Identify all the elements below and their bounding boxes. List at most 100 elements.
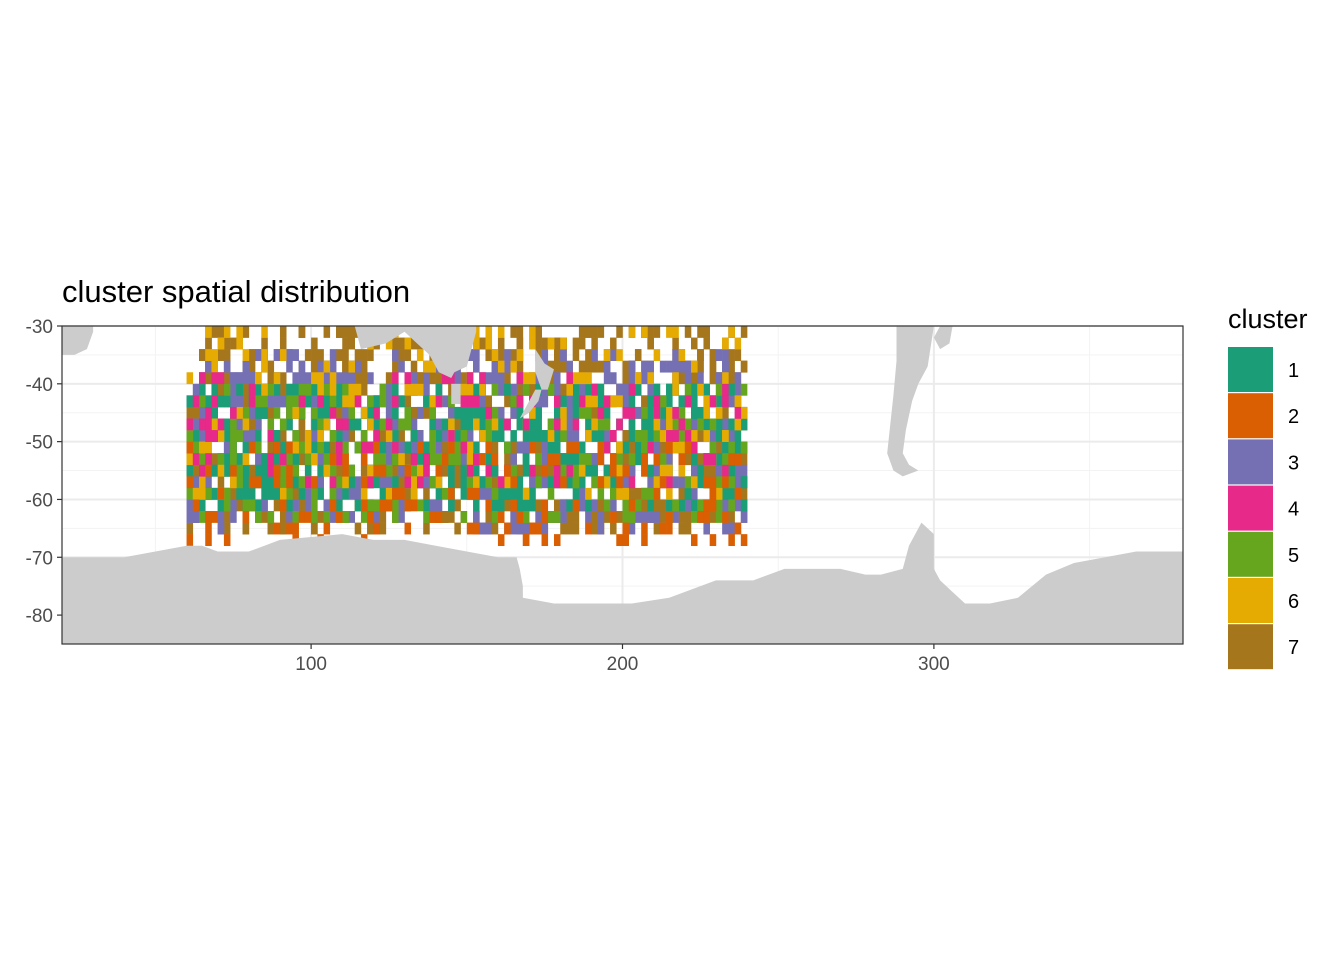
cluster-cell-7 [709, 511, 717, 523]
cluster-cell-5 [728, 441, 735, 454]
cluster-cell-3 [248, 372, 256, 385]
cluster-cell-1 [398, 395, 405, 408]
cluster-cell-1 [522, 464, 530, 477]
y-tick-label: -50 [26, 433, 53, 454]
cluster-cell-5 [585, 406, 592, 419]
cluster-cell-2 [404, 499, 412, 512]
cluster-cell-3 [286, 360, 293, 373]
cluster-cell-3 [622, 395, 630, 408]
cluster-cell-4 [441, 372, 449, 385]
cluster-cell-5 [715, 383, 723, 396]
cluster-cell-4 [423, 453, 430, 466]
cluster-cell-2 [666, 441, 673, 454]
cluster-cell-2 [273, 464, 281, 477]
cluster-cell-1 [273, 453, 281, 466]
cluster-cell-1 [522, 499, 530, 512]
cluster-cell-7 [659, 441, 667, 454]
legend-key-5 [1228, 531, 1273, 577]
cluster-cell-1 [659, 406, 667, 419]
cluster-cell-1 [261, 476, 268, 489]
cluster-cell-7 [348, 337, 356, 350]
cluster-cell-4 [504, 418, 511, 431]
cluster-cell-3 [659, 418, 667, 431]
cluster-cell-1 [460, 476, 468, 489]
cluster-cell-3 [186, 511, 194, 523]
cluster-cell-4 [192, 395, 200, 408]
cluster-cell-6 [522, 487, 530, 500]
cluster-cell-1 [392, 383, 399, 396]
cluster-cell-2 [373, 522, 380, 535]
land-polygon [62, 326, 94, 355]
cluster-cell-5 [360, 511, 368, 523]
cluster-cell-5 [286, 487, 293, 500]
cluster-cell-1 [691, 499, 698, 512]
cluster-cell-3 [722, 522, 729, 535]
cluster-cell-7 [672, 337, 679, 350]
cluster-cell-7 [597, 360, 605, 373]
cluster-cell-5 [242, 406, 250, 419]
cluster-cell-6 [485, 337, 493, 350]
cluster-cell-7 [516, 360, 524, 373]
cluster-cell-1 [578, 441, 586, 454]
cluster-cell-2 [311, 476, 318, 489]
cluster-cell-5 [547, 383, 555, 396]
cluster-cell-3 [728, 430, 735, 442]
cluster-cell-7 [342, 360, 349, 373]
cluster-cell-4 [709, 395, 717, 408]
cluster-cell-3 [416, 430, 424, 442]
cluster-cell-1 [336, 383, 343, 396]
cluster-cell-3 [560, 499, 567, 512]
cluster-cell-7 [491, 522, 499, 535]
cluster-cell-7 [691, 372, 698, 385]
cluster-cell-4 [553, 464, 561, 477]
cluster-cell-3 [715, 372, 723, 385]
cluster-cell-7 [410, 360, 418, 373]
cluster-cell-3 [722, 499, 729, 512]
cluster-cell-5 [429, 406, 436, 419]
cluster-cell-5 [535, 476, 542, 489]
cluster-cell-3 [473, 349, 480, 361]
cluster-cell-4 [373, 430, 380, 442]
cluster-cell-2 [529, 522, 536, 535]
cluster-cell-6 [236, 406, 243, 419]
cluster-cell-5 [715, 499, 723, 512]
cluster-cell-6 [186, 372, 194, 385]
cluster-cell-5 [230, 441, 237, 454]
cluster-cell-1 [535, 418, 542, 431]
cluster-cell-7 [703, 337, 710, 350]
cluster-cell-5 [255, 511, 262, 523]
cluster-cell-4 [603, 441, 611, 454]
cluster-cell-1 [535, 430, 542, 442]
cluster-cell-5 [248, 499, 256, 512]
cluster-cell-5 [622, 511, 630, 523]
cluster-cell-2 [367, 511, 374, 523]
cluster-cell-4 [628, 383, 636, 396]
cluster-cell-7 [230, 487, 237, 500]
cluster-cell-4 [485, 406, 493, 419]
cluster-cells [186, 326, 748, 547]
cluster-cell-6 [217, 464, 225, 477]
y-tick-label: -60 [26, 490, 53, 511]
cluster-cell-3 [485, 522, 493, 535]
cluster-cell-2 [541, 464, 549, 477]
cluster-cell-3 [466, 430, 474, 442]
cluster-cell-5 [553, 511, 561, 523]
cluster-cell-3 [634, 511, 642, 523]
cluster-cell-7 [566, 522, 573, 535]
cluster-cell-2 [273, 476, 281, 489]
cluster-cell-4 [205, 418, 212, 431]
cluster-cell-2 [678, 453, 686, 466]
cluster-cell-6 [622, 487, 630, 500]
cluster-cell-1 [186, 464, 194, 477]
cluster-cell-3 [342, 430, 349, 442]
cluster-cell-3 [510, 511, 517, 523]
cluster-cell-3 [641, 511, 648, 523]
cluster-cell-3 [317, 476, 324, 489]
cluster-cell-6 [678, 441, 686, 454]
cluster-cell-6 [473, 337, 480, 350]
cluster-cell-5 [342, 441, 349, 454]
cluster-cell-5 [230, 418, 237, 431]
cluster-cell-7 [223, 522, 231, 535]
cluster-cell-7 [529, 383, 536, 396]
cluster-cell-2 [547, 453, 555, 466]
